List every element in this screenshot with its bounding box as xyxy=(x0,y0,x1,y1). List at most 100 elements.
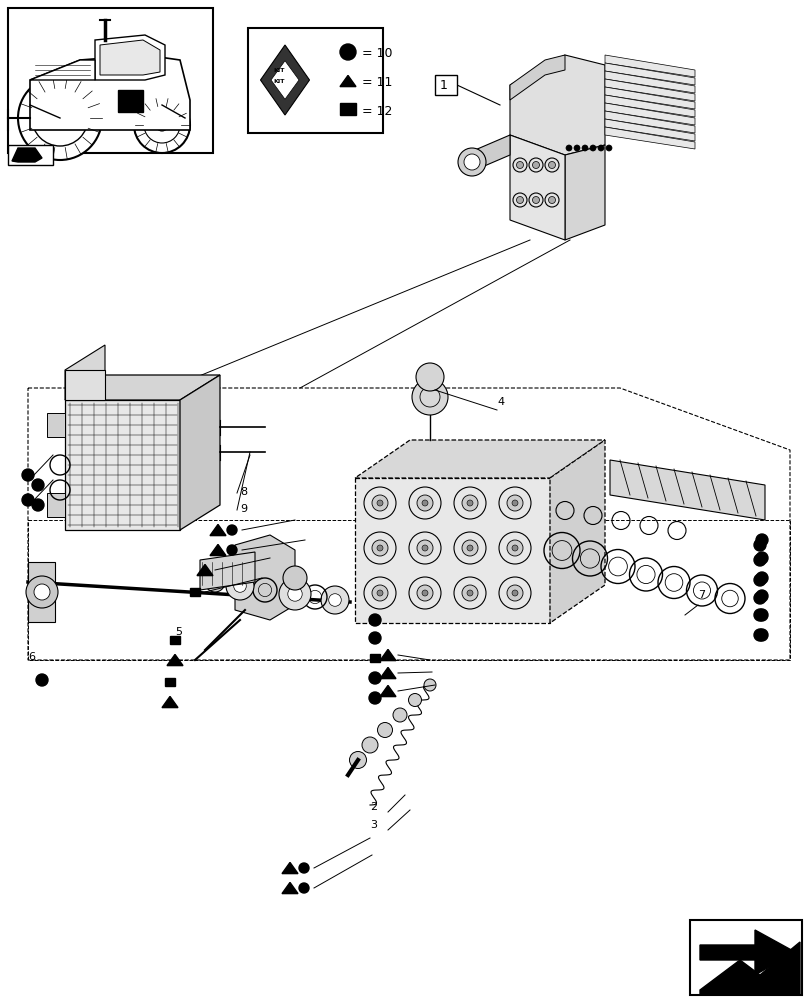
Circle shape xyxy=(466,545,473,551)
Circle shape xyxy=(516,162,523,169)
Circle shape xyxy=(279,578,311,610)
Text: = 10: = 10 xyxy=(362,47,392,60)
Circle shape xyxy=(753,554,765,566)
Polygon shape xyxy=(509,55,564,100)
Polygon shape xyxy=(167,654,182,666)
Circle shape xyxy=(371,585,388,601)
Circle shape xyxy=(457,148,486,176)
Polygon shape xyxy=(30,55,190,130)
Bar xyxy=(247,28,383,133)
Circle shape xyxy=(134,97,190,153)
Circle shape xyxy=(417,540,432,556)
Polygon shape xyxy=(604,95,694,117)
Circle shape xyxy=(506,585,522,601)
Circle shape xyxy=(753,574,765,586)
Circle shape xyxy=(144,107,180,143)
Circle shape xyxy=(371,540,388,556)
Polygon shape xyxy=(604,111,694,133)
Polygon shape xyxy=(47,493,65,517)
Circle shape xyxy=(466,500,473,506)
Circle shape xyxy=(227,525,237,535)
Circle shape xyxy=(753,539,765,551)
Circle shape xyxy=(22,494,34,506)
Circle shape xyxy=(227,545,237,555)
Text: 7: 7 xyxy=(697,590,704,600)
Polygon shape xyxy=(509,55,604,155)
Circle shape xyxy=(287,587,302,601)
Circle shape xyxy=(512,545,517,551)
Polygon shape xyxy=(100,40,160,75)
Circle shape xyxy=(417,585,432,601)
Circle shape xyxy=(411,379,448,415)
Circle shape xyxy=(368,614,380,626)
Circle shape xyxy=(34,584,50,600)
Polygon shape xyxy=(65,400,180,530)
Polygon shape xyxy=(47,413,65,437)
Polygon shape xyxy=(699,942,799,995)
Polygon shape xyxy=(609,460,764,520)
Circle shape xyxy=(753,609,765,621)
Circle shape xyxy=(422,500,427,506)
Circle shape xyxy=(466,590,473,596)
Polygon shape xyxy=(604,71,694,93)
Circle shape xyxy=(26,576,58,608)
Polygon shape xyxy=(604,127,694,149)
Circle shape xyxy=(573,145,579,151)
Polygon shape xyxy=(604,103,694,125)
Circle shape xyxy=(408,694,421,706)
Circle shape xyxy=(532,162,539,169)
Polygon shape xyxy=(380,649,396,661)
Polygon shape xyxy=(509,135,564,240)
Circle shape xyxy=(156,119,168,131)
Circle shape xyxy=(753,592,765,604)
Circle shape xyxy=(340,44,355,60)
Polygon shape xyxy=(699,930,794,975)
Circle shape xyxy=(463,154,479,170)
Polygon shape xyxy=(162,696,178,708)
Circle shape xyxy=(755,552,767,564)
Circle shape xyxy=(371,495,388,511)
Polygon shape xyxy=(340,75,355,87)
Text: 5: 5 xyxy=(175,627,182,637)
Circle shape xyxy=(368,692,380,704)
Circle shape xyxy=(753,629,765,641)
Polygon shape xyxy=(12,148,42,162)
Circle shape xyxy=(234,580,246,592)
Circle shape xyxy=(393,708,406,722)
Bar xyxy=(118,90,143,112)
Text: 3: 3 xyxy=(370,820,376,830)
Polygon shape xyxy=(604,63,694,85)
Text: 8: 8 xyxy=(240,487,247,497)
Bar xyxy=(435,75,457,95)
Circle shape xyxy=(22,469,34,481)
Bar xyxy=(190,588,200,596)
Circle shape xyxy=(415,363,444,391)
Text: 4: 4 xyxy=(496,397,504,407)
Polygon shape xyxy=(281,882,298,894)
Circle shape xyxy=(376,500,383,506)
Bar xyxy=(689,920,801,995)
Circle shape xyxy=(328,594,341,606)
Circle shape xyxy=(362,737,378,753)
Polygon shape xyxy=(65,375,220,400)
Circle shape xyxy=(298,863,309,873)
Text: 1: 1 xyxy=(440,79,448,92)
Bar xyxy=(340,103,355,115)
Bar xyxy=(169,636,180,644)
Circle shape xyxy=(755,534,767,546)
Circle shape xyxy=(32,90,88,146)
Circle shape xyxy=(755,629,767,641)
Polygon shape xyxy=(281,862,298,874)
Text: KIT: KIT xyxy=(272,68,284,73)
Circle shape xyxy=(597,145,603,151)
Circle shape xyxy=(547,162,555,169)
Circle shape xyxy=(377,722,392,738)
Circle shape xyxy=(581,145,587,151)
Bar xyxy=(165,678,175,686)
Circle shape xyxy=(423,679,436,691)
Circle shape xyxy=(605,145,611,151)
Polygon shape xyxy=(200,552,255,590)
Circle shape xyxy=(506,495,522,511)
Circle shape xyxy=(368,632,380,644)
Polygon shape xyxy=(95,35,165,80)
